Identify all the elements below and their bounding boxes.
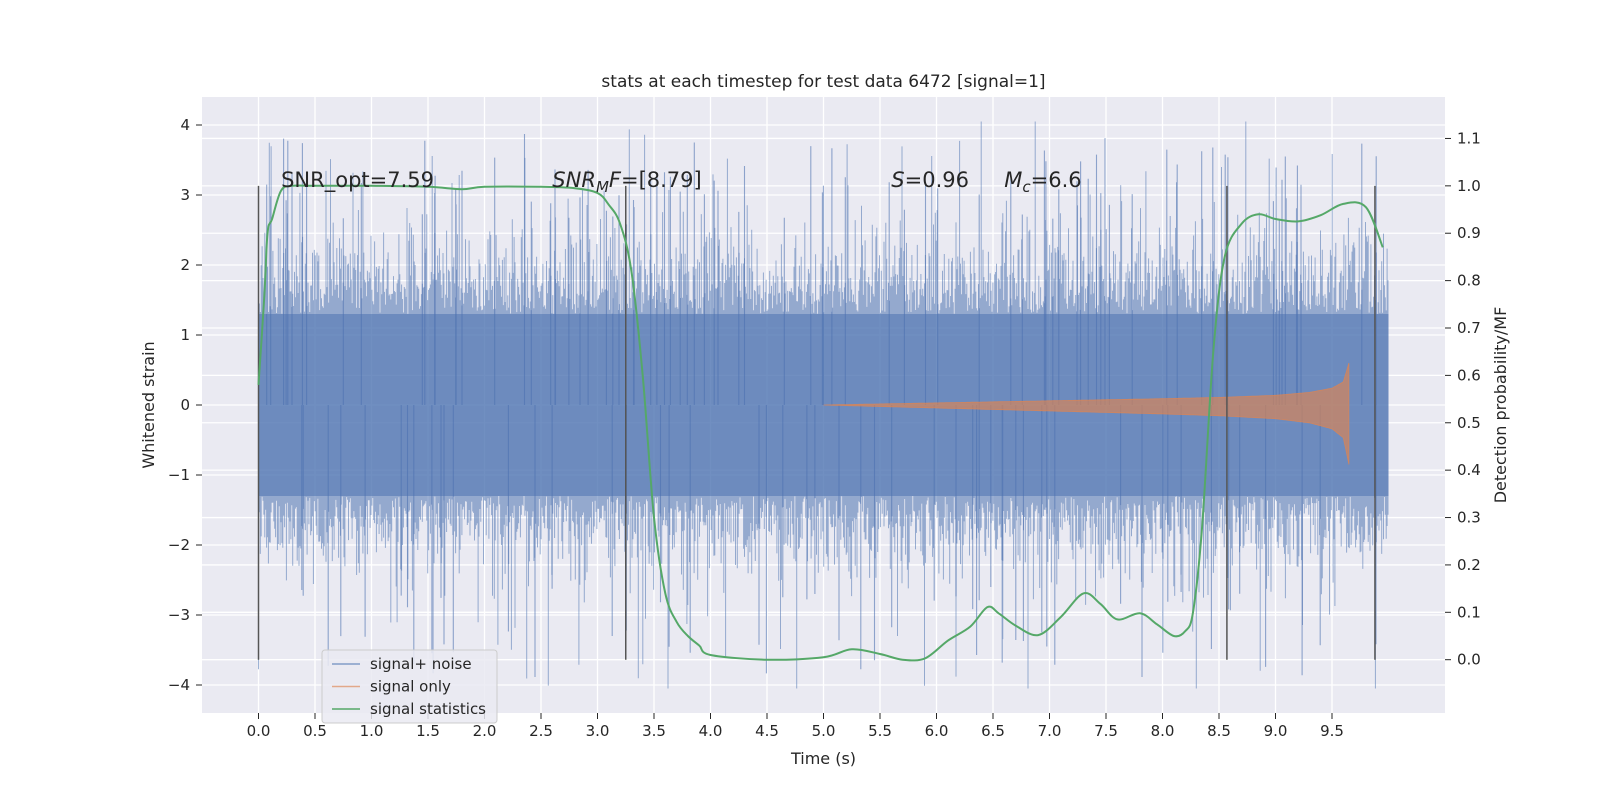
x-tick-label: 7.0 xyxy=(1038,722,1062,740)
x-tick-label: 2.0 xyxy=(473,722,497,740)
x-tick-label: 9.5 xyxy=(1320,722,1344,740)
y-tick-label: 2 xyxy=(180,256,190,274)
annotation-text: SNRMF=[8.79] xyxy=(552,168,701,196)
y-right-tick-label: 0.3 xyxy=(1457,509,1481,527)
x-axis-label: Time (s) xyxy=(790,749,856,768)
y-tick-label: 3 xyxy=(180,186,190,204)
x-tick-label: 4.5 xyxy=(755,722,779,740)
y-right-tick-label: 1.1 xyxy=(1457,129,1481,147)
y-right-tick-label: 0.9 xyxy=(1457,224,1481,242)
signal-only-envelope xyxy=(823,362,1350,465)
y-tick-label: 1 xyxy=(180,326,190,344)
y-right-tick-label: 0.7 xyxy=(1457,319,1481,337)
y-axis-label: Whitened strain xyxy=(139,341,158,468)
x-tick-label: 0.0 xyxy=(247,722,271,740)
y-axis-right-label: Detection probability/MF xyxy=(1491,307,1510,504)
y-right-tick-label: 0.5 xyxy=(1457,414,1481,432)
x-tick-label: 7.5 xyxy=(1094,722,1118,740)
y-right-tick-label: 0.0 xyxy=(1457,651,1481,669)
x-tick-label: 3.5 xyxy=(642,722,666,740)
legend: signal+ noise signal only signal statist… xyxy=(321,649,498,724)
x-tick-label: 2.5 xyxy=(529,722,553,740)
y-tick-label: −4 xyxy=(168,676,190,694)
y-tick-label: −1 xyxy=(168,466,190,484)
y-right-tick-label: 0.8 xyxy=(1457,272,1481,290)
y-right-tick-label: 0.1 xyxy=(1457,603,1481,621)
x-tick-label: 5.5 xyxy=(868,722,892,740)
legend-label-signal-only: signal only xyxy=(370,678,451,696)
y-right-tick-label: 0.2 xyxy=(1457,556,1481,574)
legend-box xyxy=(321,649,498,724)
x-tick-label: 1.5 xyxy=(416,722,440,740)
y-tick-label: 0 xyxy=(180,396,190,414)
y-right-tick-label: 0.4 xyxy=(1457,461,1481,479)
y-tick-label: −2 xyxy=(168,536,190,554)
legend-label-signal-statistics: signal statistics xyxy=(370,700,486,718)
annotation-text: Mc=6.6 xyxy=(1004,168,1081,196)
y-right-tick-label: 0.6 xyxy=(1457,366,1481,384)
chart-title: stats at each timestep for test data 647… xyxy=(601,72,1045,92)
axes: 0.0 0.5 1.0 1.5 2.0 2.5 3.0 3.5 4.0 4.5 5.0 5.5 6.0 6… xyxy=(168,116,1481,740)
x-tick-label: 8.0 xyxy=(1151,722,1175,740)
y-tick-label: −3 xyxy=(168,606,190,624)
vertical-markers xyxy=(257,185,1376,660)
x-tick-label: 6.0 xyxy=(925,722,949,740)
y-tick-label: 4 xyxy=(180,116,190,134)
x-tick-label: 3.0 xyxy=(586,722,610,740)
x-tick-label: 6.5 xyxy=(981,722,1005,740)
annotations: SNR_opt=7.59 SNRMF=[8.79] S=0.96 Mc=6.6 xyxy=(281,168,1082,196)
signal-statistics-line xyxy=(257,184,1384,662)
signal-only-series xyxy=(823,362,1350,465)
x-tick-label: 0.5 xyxy=(303,722,327,740)
x-tick-label: 5.0 xyxy=(812,722,836,740)
annotation-text: S=0.96 xyxy=(891,168,969,192)
x-tick-label: 1.0 xyxy=(360,722,384,740)
y-right-tick-label: 1.0 xyxy=(1457,177,1481,195)
x-tick-label: 9.0 xyxy=(1264,722,1288,740)
annotation-text: SNR_opt=7.59 xyxy=(281,168,434,193)
x-tick-label: 8.5 xyxy=(1207,722,1231,740)
x-tick-label: 4.0 xyxy=(699,722,723,740)
signal-statistics-series xyxy=(257,184,1384,662)
legend-label-signal-plus-noise: signal+ noise xyxy=(370,655,472,673)
